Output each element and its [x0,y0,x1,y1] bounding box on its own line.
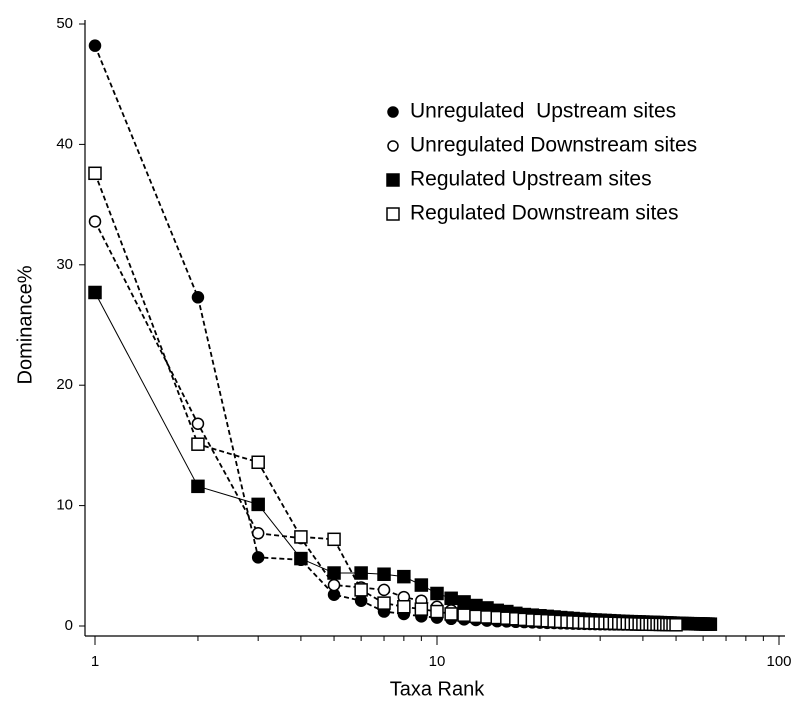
point [377,567,391,581]
point [457,595,471,609]
point [191,417,205,430]
y-tick-label: 0 [65,617,73,634]
point [397,599,411,614]
y-tick-label: 10 [56,497,73,514]
point [294,530,308,544]
y-tick-label: 30 [56,256,73,273]
series-line [94,221,661,626]
point [430,604,444,619]
point [251,497,265,512]
y-axis-label: Dominance% [14,265,36,384]
y-tick-label: 50 [56,15,73,32]
series-line [94,45,643,626]
point [327,566,341,580]
point [397,569,411,584]
legend-marker [387,140,399,152]
point [669,618,683,632]
point [191,479,205,494]
legend-marker [387,106,399,118]
point [327,532,341,547]
point [414,578,429,592]
x-tick-label: 10 [429,653,446,670]
x-tick-label: 100 [766,653,791,670]
x-axis-label: Taxa Rank [390,678,485,700]
point [703,617,718,631]
point [457,608,471,622]
legend-label: Regulated Upstream sites [410,168,652,191]
point [88,215,102,228]
y-tick-label: 20 [56,376,73,393]
legend-marker [386,207,400,221]
point [377,583,391,597]
point [294,551,308,566]
point [469,609,483,624]
point [327,578,341,592]
point [88,39,102,52]
legend-label: Regulated Downstream sites [410,202,678,225]
series-line [94,172,677,626]
x-tick-label: 1 [91,653,99,670]
legend-label: Unregulated Upstream sites [410,100,676,123]
legend-marker [386,173,400,187]
point [191,437,205,451]
point [88,166,102,181]
point [377,596,391,610]
point [430,586,444,601]
point [251,455,265,470]
point [251,527,265,540]
point [444,591,458,606]
point [251,551,265,564]
y-tick-label: 40 [56,135,73,152]
point [444,607,458,621]
legend-label: Unregulated Downstream sites [410,134,697,157]
point [88,285,102,300]
point [414,602,429,616]
point [354,594,368,607]
point [354,566,368,580]
point [191,291,205,304]
point [354,583,368,597]
